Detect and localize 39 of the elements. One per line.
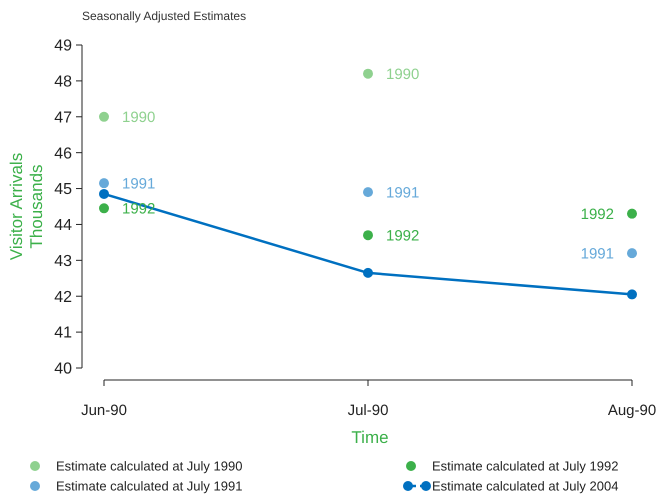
legend-label: Estimate calculated at July 1990 <box>56 458 242 474</box>
legend-label: Estimate calculated at July 2004 <box>432 478 618 494</box>
annotation: 1991 <box>580 245 614 262</box>
x-tick-label: Jul-90 <box>348 402 388 419</box>
point <box>363 230 373 240</box>
point <box>99 178 109 188</box>
point <box>363 187 373 198</box>
y-tick-label: 45 <box>54 181 72 198</box>
annotation: 1990 <box>122 109 156 126</box>
y-axis-title: Visitor Arrivals Thousands <box>7 152 46 260</box>
annotation: 1991 <box>386 184 420 202</box>
annotation: 1992 <box>122 200 156 218</box>
point <box>363 68 373 79</box>
point <box>363 268 373 278</box>
point <box>627 289 637 300</box>
point <box>627 208 637 219</box>
y-tick-label: 48 <box>54 73 72 90</box>
legend-label: Estimate calculated at July 1991 <box>56 478 242 494</box>
y-tick-label: 44 <box>54 217 72 234</box>
y-tick-label: 40 <box>54 360 72 378</box>
point <box>99 188 109 199</box>
point <box>99 203 109 214</box>
annotation: 1992 <box>580 206 614 223</box>
legend-label: Estimate calculated at July 1992 <box>432 458 618 474</box>
y-tick-label: 49 <box>54 38 72 55</box>
y-tick-label: 42 <box>54 288 72 306</box>
point <box>627 248 637 258</box>
y-tick-label: 47 <box>54 109 72 126</box>
x-tick-label: Jun-90 <box>81 402 127 419</box>
annotation: 1991 <box>122 175 156 192</box>
y-tick-label: 43 <box>54 252 72 270</box>
y-tick-label: 41 <box>54 324 72 342</box>
y-tick-label: 46 <box>54 145 72 162</box>
annotation: 1992 <box>386 227 420 244</box>
annotation: 1990 <box>386 66 420 83</box>
chart-title: Seasonally Adjusted Estimates <box>82 9 246 23</box>
x-tick-label: Aug-90 <box>608 402 656 419</box>
point <box>99 112 109 122</box>
x-axis-title: Time <box>351 428 389 447</box>
